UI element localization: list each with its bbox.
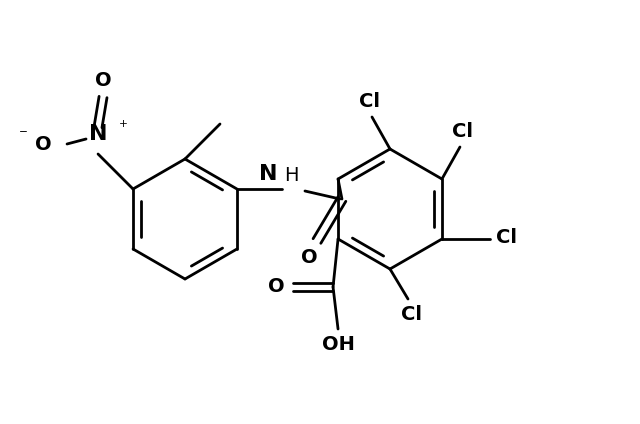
Text: $^+$: $^+$ [116,120,128,134]
Text: N: N [259,164,278,184]
Text: Cl: Cl [358,92,380,111]
Text: Cl: Cl [401,305,422,324]
Text: O: O [95,71,111,90]
Text: H: H [284,166,298,185]
Text: $^-$: $^-$ [16,128,28,143]
Text: Cl: Cl [452,122,474,141]
Text: O: O [35,134,52,153]
Text: Cl: Cl [496,228,517,246]
Text: O: O [268,277,285,296]
Text: OH: OH [322,335,355,354]
Text: O: O [301,248,317,267]
Text: N: N [89,124,108,144]
